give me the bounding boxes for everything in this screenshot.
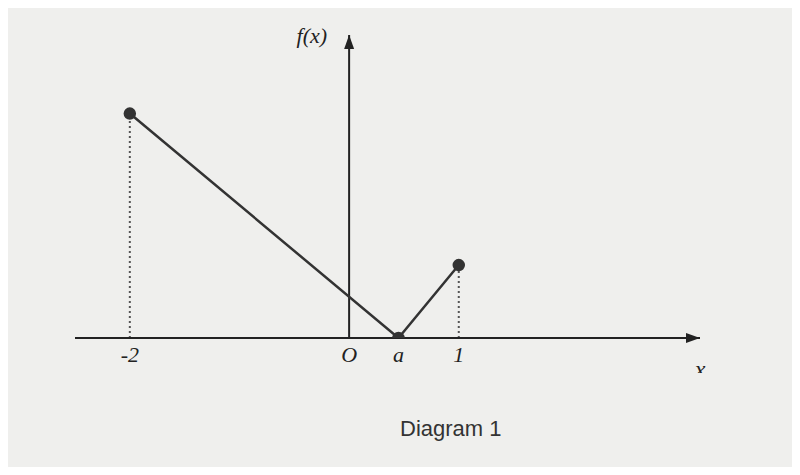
html-text:Diagram 1: Diagram 1 — [400, 416, 502, 441]
svg-text:1: 1 — [453, 342, 464, 367]
svg-text:O: O — [341, 342, 357, 367]
svg-text:x: x — [694, 356, 706, 373]
svg-text:f(x): f(x) — [297, 23, 328, 48]
svg-text:a: a — [393, 342, 404, 367]
svg-text:-2: -2 — [121, 342, 139, 367]
